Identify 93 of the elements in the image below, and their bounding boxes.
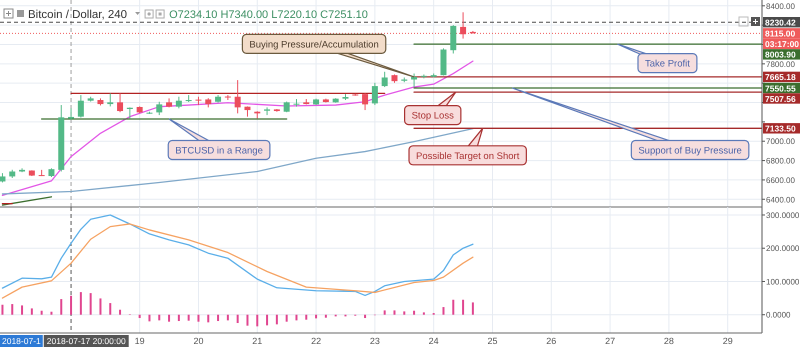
bar — [80, 292, 82, 315]
bar — [197, 314, 200, 322]
bar — [413, 310, 416, 315]
bar — [315, 314, 318, 318]
y-tick-label: 6600.00 — [766, 176, 796, 185]
data-label: 7665.18 — [765, 72, 796, 82]
bar — [40, 310, 43, 315]
bar — [217, 314, 220, 322]
bar — [99, 298, 102, 315]
x-tick-label: 26 — [546, 336, 556, 346]
annotation: BTCUSD in a Range — [175, 145, 263, 156]
x-tick-label: 22 — [311, 336, 322, 346]
y-tick-label: 8400.00 — [766, 2, 796, 11]
bar — [246, 314, 248, 326]
bar — [188, 314, 190, 321]
data-label: 7507.56 — [765, 94, 796, 104]
bar — [178, 314, 180, 322]
ref-line-label: 8230.42 — [765, 18, 796, 28]
text: Bitcoin / Dollar, 240 — [28, 9, 128, 21]
data-label: 7550.55 — [765, 83, 796, 94]
x-tick-label: 25 — [487, 336, 498, 346]
y-tick-label: 0.0000 — [766, 310, 792, 320]
y-tick-label: 200.0000 — [766, 244, 800, 254]
y-tick-label: 100.0000 — [766, 277, 800, 286]
bar — [324, 314, 327, 318]
bar — [472, 302, 474, 315]
candlestick — [460, 12, 466, 40]
bar — [60, 299, 62, 315]
bar — [266, 314, 268, 326]
annotation: Support of Buy Pressure — [638, 145, 742, 156]
x-tick-label: 27 — [605, 336, 616, 346]
candlestick — [205, 98, 212, 108]
data-label: 8003.90 — [765, 50, 796, 60]
bar — [364, 314, 366, 318]
bar — [442, 307, 444, 315]
data-label: 7133.50 — [765, 124, 796, 134]
bar — [305, 314, 308, 320]
ref-line-label: 8115.00 — [765, 28, 796, 39]
candlestick — [234, 80, 241, 114]
bar — [462, 300, 464, 315]
candlestick — [362, 92, 368, 111]
bar — [90, 293, 92, 315]
candlestick — [372, 82, 378, 106]
bar — [1, 304, 4, 315]
bar — [148, 314, 150, 322]
ref-line-label: 2018-07-17 20:00:00 — [46, 336, 126, 346]
text: 2018-07-1 — [2, 336, 42, 346]
bar — [256, 314, 258, 326]
text: 03:17:00 — [765, 39, 800, 50]
candlestick — [78, 94, 84, 118]
annotation: Stop Loss — [412, 110, 454, 122]
candlestick — [176, 96, 182, 109]
y-tick-label: 6400.00 — [766, 195, 796, 204]
x-tick-label: 20 — [193, 336, 204, 346]
bar — [119, 310, 122, 315]
bar — [276, 314, 278, 324]
candlestick — [68, 108, 74, 120]
bar — [70, 296, 72, 315]
candlestick — [195, 96, 202, 106]
bar — [236, 314, 239, 324]
bar — [295, 314, 298, 320]
x-tick-label: 29 — [722, 336, 733, 346]
x-tick-label: 28 — [664, 336, 674, 346]
candlestick — [156, 101, 162, 116]
bar — [109, 303, 112, 315]
bar — [384, 310, 386, 315]
bar — [30, 308, 33, 315]
bar — [393, 310, 396, 315]
candlestick — [117, 92, 124, 113]
y-tick-label: 7800.00 — [766, 60, 796, 69]
bar — [168, 314, 170, 322]
bar — [11, 304, 14, 315]
candlestick — [0, 172, 6, 183]
annotation: Possible Target on Short — [416, 150, 520, 162]
bar — [452, 300, 454, 315]
bar — [138, 314, 141, 318]
y-tick-label: 300.0000 — [766, 210, 800, 220]
bar — [207, 314, 210, 322]
bar — [286, 314, 288, 322]
candlestick — [382, 71, 388, 88]
bar — [226, 314, 229, 320]
bar — [50, 312, 52, 315]
x-tick-label: 23 — [370, 336, 380, 346]
bar — [21, 305, 24, 315]
annotation: Buying Pressure/Accumulation — [249, 39, 379, 50]
y-tick-label: 6800.00 — [766, 156, 796, 166]
y-tick-label: 7000.00 — [766, 137, 796, 146]
x-tick-label: 19 — [134, 336, 145, 346]
candlestick — [284, 101, 290, 113]
bar — [158, 314, 160, 320]
x-tick-label: 21 — [252, 336, 262, 346]
x-tick-label: 24 — [428, 336, 439, 346]
text: O7234.10 H7340.00 L7220.10 C7251.10 — [169, 9, 368, 21]
